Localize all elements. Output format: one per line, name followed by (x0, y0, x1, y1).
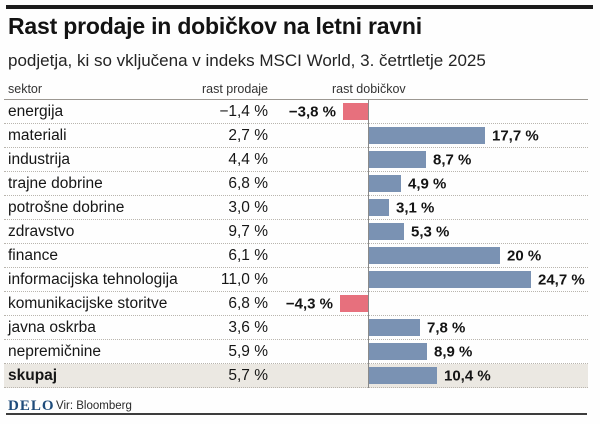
sector-label: trajne dobrine (8, 174, 103, 192)
profit-growth-value: 10,4 % (444, 367, 491, 384)
profit-growth-value: 7,8 % (427, 319, 466, 336)
profit-bar-positive (369, 175, 401, 192)
zero-axis-line (368, 100, 369, 388)
profit-growth-value: −4,3 % (285, 295, 333, 312)
profit-growth-value: −3,8 % (288, 103, 336, 120)
profit-bar-positive (369, 319, 420, 336)
delo-logo: DELO (8, 398, 55, 414)
profit-growth-value: 8,9 % (434, 343, 473, 360)
sales-growth-value: 11,0 % (220, 270, 268, 288)
sales-growth-value: 6,1 % (228, 246, 268, 264)
profit-growth-value: 5,3 % (411, 223, 450, 240)
table-row: javna oskrba 3,6 % 7,8 % (4, 316, 588, 340)
profit-bar-positive (369, 223, 404, 240)
sales-growth-value: 3,6 % (228, 318, 268, 336)
table-row: potrošne dobrine 3,0 % 3,1 % (4, 196, 588, 220)
bottom-rule (6, 413, 587, 415)
profit-bar-positive (369, 343, 427, 360)
profit-growth-value: 8,7 % (433, 151, 472, 168)
profit-growth-value: 17,7 % (492, 127, 539, 144)
profit-bar-negative (343, 103, 368, 120)
sector-label: informacijska tehnologija (8, 270, 178, 288)
page-subtitle: podjetja, ki so vključena v indeks MSCI … (8, 51, 486, 70)
sector-label: finance (8, 246, 58, 264)
profit-growth-value: 3,1 % (396, 199, 435, 216)
sector-label: javna oskrba (8, 318, 96, 336)
sector-label: skupaj (8, 366, 58, 384)
rows: energija −1,4 % −3,8 % materiali 2,7 % 17,7 %… (4, 99, 588, 388)
profit-growth-value: 4,9 % (408, 175, 447, 192)
profit-bar-positive (369, 199, 389, 216)
profit-growth-value: 24,7 % (538, 271, 585, 288)
sector-label: energija (8, 102, 64, 120)
sales-growth-value: 5,7 % (228, 366, 268, 384)
sales-growth-value: 3,0 % (228, 198, 268, 216)
top-rule (6, 5, 593, 9)
sector-label: materiali (8, 126, 67, 144)
page-title: Rast prodaje in dobičkov na letni ravni (8, 13, 422, 39)
sales-growth-value: 4,4 % (228, 150, 268, 168)
profit-bar-positive (369, 151, 426, 168)
sector-label: potrošne dobrine (8, 198, 125, 216)
column-header-sales-growth: rast prodaje (201, 82, 268, 96)
sector-label: zdravstvo (8, 222, 75, 240)
table-row: finance 6,1 % 20 % (4, 244, 588, 268)
table-row: informacijska tehnologija 11,0 % 24,7 % (4, 268, 588, 292)
table-row: trajne dobrine 6,8 % 4,9 % (4, 172, 588, 196)
column-header-profit-growth: rast dobičkov (332, 82, 406, 96)
table-row: zdravstvo 9,7 % 5,3 % (4, 220, 588, 244)
table-header: sektor rast prodaje rast dobičkov (4, 82, 588, 98)
table-row: industrija 4,4 % 8,7 % (4, 148, 588, 172)
table-row: materiali 2,7 % 17,7 % (4, 124, 588, 148)
sales-growth-value: 6,8 % (228, 174, 268, 192)
column-header-sector: sektor (8, 82, 43, 96)
profit-bar-negative (340, 295, 368, 312)
sales-growth-value: 9,7 % (228, 222, 268, 240)
sector-label: industrija (8, 150, 71, 168)
profit-growth-value: 20 % (507, 247, 542, 264)
sales-growth-value: 5,9 % (228, 342, 268, 360)
sales-growth-value: 2,7 % (228, 126, 268, 144)
source-credit: Vir: Bloomberg (56, 400, 132, 412)
total-row: skupaj 5,7 % 10,4 % (4, 364, 588, 388)
sector-label: nepremičnine (8, 342, 102, 360)
table-row: nepremičnine 5,9 % 8,9 % (4, 340, 588, 364)
table-row: energija −1,4 % −3,8 % (4, 100, 588, 124)
profit-bar-positive (369, 247, 500, 264)
sector-label: komunikacijske storitve (8, 294, 168, 312)
table-row: komunikacijske storitve 6,8 % −4,3 % (4, 292, 588, 316)
sales-growth-value: 6,8 % (228, 294, 268, 312)
sales-growth-value: −1,4 % (219, 102, 268, 120)
profit-bar-positive (369, 367, 437, 384)
profit-bar-positive (369, 271, 531, 288)
profit-bar-positive (369, 127, 485, 144)
